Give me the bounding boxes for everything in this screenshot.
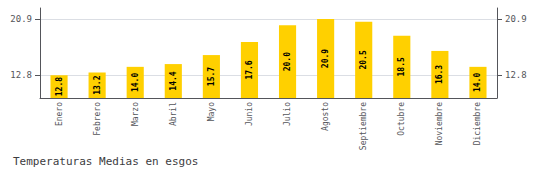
svg-text:Julio: Julio	[283, 102, 292, 126]
svg-text:16.3: 16.3	[435, 65, 444, 84]
svg-text:Enero: Enero	[55, 102, 64, 126]
svg-text:14.4: 14.4	[169, 71, 178, 90]
svg-text:20.9: 20.9	[505, 14, 527, 24]
svg-text:20.0: 20.0	[283, 52, 292, 71]
svg-text:Febrero: Febrero	[93, 102, 102, 136]
svg-text:Temperaturas Medias en esgos: Temperaturas Medias en esgos	[13, 155, 198, 168]
svg-text:14.0: 14.0	[473, 73, 482, 92]
svg-text:15.7: 15.7	[207, 67, 216, 86]
svg-text:Abril: Abril	[169, 102, 178, 126]
svg-text:20.5: 20.5	[359, 50, 368, 69]
svg-text:Noviembre: Noviembre	[435, 102, 444, 146]
svg-text:20.9: 20.9	[10, 14, 32, 24]
svg-text:14.0: 14.0	[131, 73, 140, 92]
svg-text:Marzo: Marzo	[131, 102, 140, 126]
svg-text:12.8: 12.8	[505, 70, 527, 80]
svg-text:Agosto: Agosto	[321, 102, 330, 131]
svg-text:Octubre: Octubre	[397, 102, 406, 136]
svg-text:18.5: 18.5	[397, 57, 406, 76]
svg-text:Diciembre: Diciembre	[473, 102, 482, 146]
svg-text:12.8: 12.8	[55, 77, 64, 96]
svg-text:Junio: Junio	[245, 102, 254, 126]
svg-text:20.9: 20.9	[321, 49, 330, 68]
svg-text:13.2: 13.2	[93, 75, 102, 94]
svg-text:Septiembre: Septiembre	[359, 102, 368, 150]
svg-text:Mayo: Mayo	[207, 102, 216, 121]
svg-text:12.8: 12.8	[10, 70, 32, 80]
svg-text:17.6: 17.6	[245, 60, 254, 79]
